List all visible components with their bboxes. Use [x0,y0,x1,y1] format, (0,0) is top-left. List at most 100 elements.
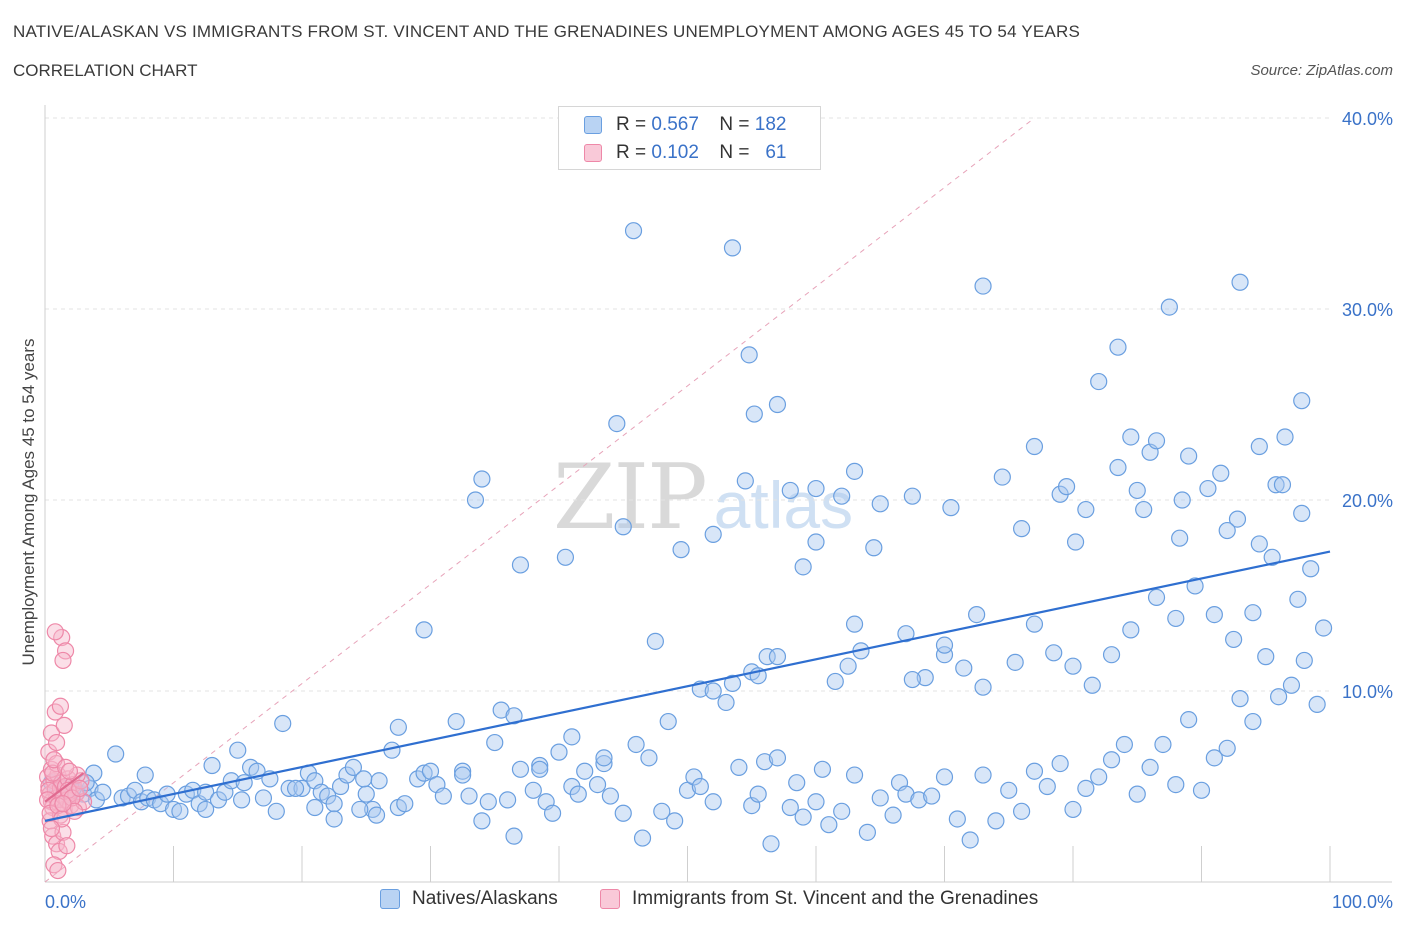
natives-point [1205,605,1223,624]
natives-point [916,669,934,687]
natives-point [1141,758,1159,777]
natives-point [355,770,373,788]
natives-point [865,539,883,557]
natives-point [1212,464,1230,482]
natives-point [1000,781,1018,799]
natives-point [286,779,305,798]
natives-point [466,491,485,509]
natives-point [691,777,709,796]
natives-point [454,766,472,784]
natives-point [197,800,215,819]
natives-point [608,415,626,433]
natives-point [666,812,684,830]
natives-point [1012,520,1031,538]
natives-point [1122,621,1140,639]
natives-point [1167,609,1185,628]
natives-point [1064,657,1082,675]
natives-point [280,779,298,798]
natives-point [807,479,825,498]
source-label: Source: ZipAtlas.com [1250,62,1393,79]
natives-point [1231,690,1249,708]
immigrants-point [51,697,70,715]
legend-n-value: 182 [754,114,787,135]
y-tick-label: 30.0% [1342,300,1393,320]
natives-point [486,733,504,752]
natives-point [136,766,154,784]
natives-point [1293,392,1311,410]
natives-point [1302,560,1320,578]
natives-point [306,798,324,817]
natives-point [723,239,742,257]
natives-point [974,766,992,784]
natives-point [1295,651,1313,670]
natives-point [1244,712,1262,731]
natives-point [447,712,465,731]
immigrants-point [42,819,61,838]
legend-r-value: 0.102 [651,142,699,163]
bottom-legend-swatch-pink [600,889,620,909]
immigrants-point [46,623,64,641]
natives-point [768,395,787,414]
natives-point [325,795,343,813]
natives-point [293,779,311,798]
natives-point [640,749,658,767]
natives-point [807,793,825,811]
natives-point [1167,775,1185,794]
x-tick-label: 100.0% [1332,892,1393,912]
natives-point [1090,372,1108,391]
natives-point [543,804,562,822]
natives-point [1192,781,1211,799]
immigrants-point [71,779,89,798]
natives-point [1025,615,1044,633]
natives-point [845,615,864,633]
natives-point [987,812,1005,830]
natives-point [1314,619,1333,637]
bottom-legend-immigrants: Immigrants from St. Vincent and the Gren… [600,888,1038,910]
natives-point [685,768,703,786]
natives-point [267,802,285,820]
natives-point [1244,604,1262,622]
natives-point [505,707,523,725]
chart-title: NATIVE/ALASKAN VS IMMIGRANTS FROM ST. VI… [13,22,1080,41]
natives-point [935,636,954,654]
natives-point [1205,749,1223,767]
natives-point [1250,535,1268,553]
natives-point [357,785,375,803]
natives-point [351,800,369,819]
natives-point [1051,754,1069,773]
natives-point [531,756,549,775]
natives-point [1122,428,1140,446]
natives-point [1077,779,1095,798]
x-tick-label: 0.0% [45,892,86,912]
natives-point [807,533,825,551]
natives-point [820,816,838,834]
natives-point [839,657,857,675]
natives-point [871,789,889,807]
natives-point [717,693,735,712]
natives-trend-line [44,550,1331,822]
natives-point [614,804,632,822]
immigrants-point [54,651,72,670]
natives-point [910,791,928,809]
correlation-legend: R = 0.567 N = 182 R = 0.102 N = 61 [558,106,821,170]
legend-row-natives: R = 0.567 N = 182 [584,111,786,139]
legend-n-value: 61 [765,142,787,163]
natives-point [1128,785,1146,803]
natives-point [1180,711,1198,729]
natives-point [1218,521,1236,540]
natives-point [781,481,799,500]
natives-point [935,768,954,786]
natives-point [1025,762,1044,780]
natives-point [974,678,992,696]
natives-point [1269,688,1288,706]
natives-point [1263,548,1281,566]
natives-point [1282,676,1301,694]
natives-point [646,632,664,650]
natives-point [955,659,973,677]
natives-point [1135,500,1153,519]
legend-swatch-pink [584,144,602,162]
natives-point [595,754,613,773]
bottom-legend-natives: Natives/Alaskans [380,888,558,910]
natives-point [659,712,677,731]
